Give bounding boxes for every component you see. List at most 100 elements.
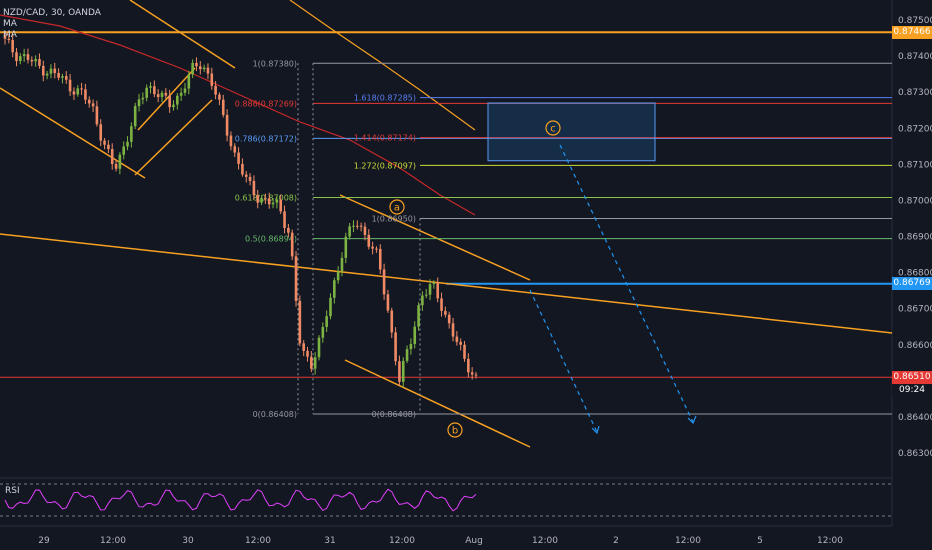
target-zone-box xyxy=(487,102,656,162)
candle-body xyxy=(64,76,68,80)
candle-body xyxy=(302,343,305,351)
candle-body xyxy=(229,135,233,147)
candle-body xyxy=(321,326,325,338)
candle-body xyxy=(436,282,440,299)
x-tick-label: 12:00 xyxy=(100,536,126,546)
candle-body xyxy=(348,226,351,237)
candle-body xyxy=(310,356,313,369)
channel-line-upper xyxy=(134,99,213,176)
wave-label-c: c xyxy=(550,124,556,135)
candle-body xyxy=(256,195,260,203)
x-tick-label: 31 xyxy=(324,536,335,546)
candle-body xyxy=(57,72,60,78)
y-tick-label: 0.87500 xyxy=(898,16,932,26)
x-tick-label: 12:00 xyxy=(389,536,415,546)
candle-body xyxy=(3,35,7,39)
x-tick-label: 12:00 xyxy=(817,536,843,546)
rsi-pane-label[interactable]: RSI xyxy=(5,486,20,496)
fib-extension-label: 1.414(0.87174) xyxy=(354,134,416,143)
candle-body xyxy=(444,310,447,315)
candle-body xyxy=(30,59,34,62)
candle-body xyxy=(421,295,424,306)
candle-body xyxy=(463,344,466,359)
candle-body xyxy=(340,257,344,272)
candle-body xyxy=(153,86,156,95)
fib-level-label: 0.786(0.87172) xyxy=(235,134,297,143)
ma-indicator-1[interactable]: MA xyxy=(3,19,17,29)
candle-body xyxy=(41,65,45,76)
candle-body xyxy=(191,62,194,75)
candle-body xyxy=(168,95,171,108)
ma-indicator-2[interactable]: MA xyxy=(3,30,17,40)
candle-body xyxy=(352,225,355,227)
fib-extension-label: 1(0.86950) xyxy=(372,214,416,223)
candle-body xyxy=(241,163,244,175)
candle-body xyxy=(447,314,451,324)
candle-body xyxy=(34,59,37,62)
candle-body xyxy=(118,154,122,169)
candle-body xyxy=(233,146,237,153)
candle-body xyxy=(306,350,309,357)
candle-body xyxy=(210,73,214,86)
candle-body xyxy=(275,199,279,203)
moving-average-red xyxy=(0,14,476,216)
candle-body xyxy=(72,91,76,95)
candle-body xyxy=(248,176,252,181)
candle-body xyxy=(375,248,378,250)
y-tick-label: 0.86400 xyxy=(898,413,932,423)
candle-body xyxy=(26,54,30,60)
x-tick-label: 5 xyxy=(757,536,763,546)
candle-body xyxy=(382,269,386,295)
candle-body xyxy=(15,52,18,62)
candle-body xyxy=(156,94,160,98)
y-tick-label: 0.86600 xyxy=(898,341,932,351)
candle-body xyxy=(187,74,191,89)
candle-body xyxy=(126,141,129,147)
candle-body xyxy=(336,271,340,281)
candle-body xyxy=(195,62,198,67)
candle-body xyxy=(110,149,114,164)
candle-body xyxy=(149,86,152,88)
candle-body xyxy=(133,106,137,127)
candle-body xyxy=(218,94,221,100)
y-tick-label: 0.86900 xyxy=(898,233,932,243)
candle-body xyxy=(103,140,106,145)
candle-body xyxy=(451,323,455,337)
y-tick-label: 0.87400 xyxy=(898,52,932,62)
candle-body xyxy=(22,54,26,57)
candle-body xyxy=(290,232,294,257)
fib-extension-label: 0(0.86408) xyxy=(372,410,416,419)
candle-body xyxy=(329,297,332,317)
candle-body xyxy=(202,67,206,70)
trendline-upper-left xyxy=(129,0,236,69)
candle-body xyxy=(141,97,145,100)
candle-body xyxy=(225,114,229,136)
candle-body xyxy=(413,326,417,344)
wave-label-circle xyxy=(447,422,463,438)
candle-body xyxy=(401,360,405,382)
y-tick-label: 0.87200 xyxy=(898,124,932,134)
chart-legend: NZD/CAD, 30, OANDA MA MA xyxy=(3,8,101,41)
candle-body xyxy=(417,305,420,327)
candle-body xyxy=(137,99,141,107)
projection-arrow-2 xyxy=(559,144,694,423)
candle-body xyxy=(398,361,401,382)
x-tick-label: 2 xyxy=(613,536,619,546)
wave-label-circle xyxy=(389,199,405,215)
candle-body xyxy=(317,337,321,358)
x-tick-label: 29 xyxy=(38,536,50,546)
candle-body xyxy=(206,67,210,74)
y-tick-label: 0.87300 xyxy=(898,88,932,98)
candle-body xyxy=(45,73,49,76)
candle-body xyxy=(267,198,271,205)
candle-body xyxy=(114,163,118,169)
fib-extension-label: 1.618(0.87285) xyxy=(354,94,416,103)
price-tag-blue-line: 0.86769 xyxy=(892,277,932,291)
candle-body xyxy=(313,357,317,369)
wave-label-circle xyxy=(545,120,561,136)
candle-body xyxy=(440,298,443,311)
wedge-upper-line xyxy=(339,194,531,281)
fib-level-label: 0.886(0.87269) xyxy=(235,99,297,108)
wave-label-b: b xyxy=(452,426,458,437)
